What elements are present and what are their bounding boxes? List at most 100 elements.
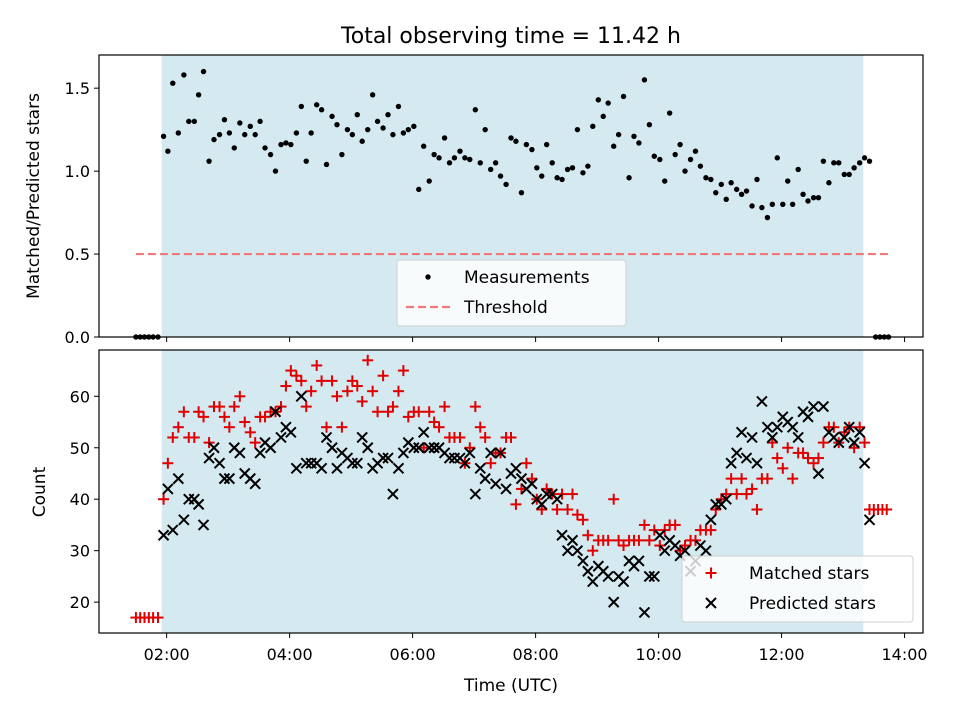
predicted-star-point xyxy=(659,544,671,557)
matched-star-point xyxy=(479,431,491,443)
measurement-point xyxy=(641,77,648,83)
predicted-star-point xyxy=(192,498,205,511)
predicted-star-point xyxy=(556,529,568,541)
matched-star-point xyxy=(587,545,599,557)
predicted-star-point xyxy=(326,442,338,454)
matched-star-point xyxy=(367,385,379,397)
predicted-star-point xyxy=(654,529,666,541)
ratio-panel-frame xyxy=(98,54,924,338)
measurement-point xyxy=(800,191,806,198)
matched-star-point xyxy=(608,493,620,505)
ratio-panel-ticks: 0.0 0.5 1.0 1.5 xyxy=(65,79,906,347)
measurement-point xyxy=(820,158,827,164)
matched-star-point xyxy=(167,431,179,443)
predicted-star-point xyxy=(234,447,246,459)
matched-star-point xyxy=(556,488,568,500)
measurement-point xyxy=(805,198,811,204)
predicted-star-point xyxy=(285,426,297,439)
predicted-star-point xyxy=(751,457,763,469)
predicted-star-point xyxy=(213,457,226,469)
matched-star-point xyxy=(679,540,691,552)
measurement-point xyxy=(774,155,780,161)
matched-star-point xyxy=(259,411,271,423)
matched-star-point xyxy=(854,421,866,433)
measurement-point xyxy=(237,120,243,126)
predicted-star-point xyxy=(577,555,589,567)
measurement-point xyxy=(815,194,822,201)
matched-star-point xyxy=(290,370,302,382)
measurement-point xyxy=(278,141,284,148)
predicted-star-point xyxy=(617,575,630,588)
legend-plus-mark xyxy=(705,567,717,579)
measurement-point xyxy=(349,131,356,138)
measurement-point xyxy=(539,173,545,179)
predicted-star-point xyxy=(254,447,266,459)
matched-star-point xyxy=(377,370,389,382)
matched-star-point xyxy=(239,416,251,428)
measurement-point xyxy=(534,165,540,171)
predicted-star-point xyxy=(551,493,563,505)
predicted-star-point xyxy=(331,462,343,475)
y-tick-label: 0.5 xyxy=(65,245,90,264)
measurement-point xyxy=(610,143,617,149)
measurement-point xyxy=(211,136,217,143)
matched-star-point xyxy=(316,375,328,387)
predicted-star-point xyxy=(377,452,389,464)
matched-star-point xyxy=(244,426,256,438)
measurement-point xyxy=(657,156,663,163)
measurement-point xyxy=(866,158,873,164)
measurement-point xyxy=(764,214,771,221)
measurement-point xyxy=(242,131,248,138)
matched-star-point xyxy=(433,421,445,433)
matched-star-point xyxy=(346,375,358,387)
predicted-star-point xyxy=(356,431,368,444)
measurement-point xyxy=(590,123,596,130)
measurement-point xyxy=(795,166,801,173)
measurement-point xyxy=(708,176,714,183)
measurement-point xyxy=(831,160,837,166)
matched-star-point xyxy=(372,406,384,418)
predicted-star-point xyxy=(756,395,768,408)
x-axis-label: Time (UTC) xyxy=(463,676,558,696)
matched-star-point xyxy=(613,534,625,546)
x-tick-label: 02:00 xyxy=(144,645,190,664)
measurement-point xyxy=(308,130,314,136)
measurement-point xyxy=(411,123,417,130)
matched-star-point xyxy=(669,519,681,531)
matched-star-point xyxy=(198,411,210,423)
predicted-star-point xyxy=(300,457,312,469)
measurement-point xyxy=(385,112,391,118)
measurement-point xyxy=(226,130,233,136)
measurement-point xyxy=(754,176,760,183)
predicted-star-point xyxy=(571,544,584,557)
measurement-point xyxy=(160,133,167,139)
matched-star-point xyxy=(618,540,630,552)
measurement-point xyxy=(195,92,202,98)
predicted-star-point xyxy=(735,426,748,439)
predicted-star-point xyxy=(858,457,871,469)
measurement-point xyxy=(503,181,509,188)
predicted-star-point xyxy=(526,478,538,490)
y-tick-label: 30 xyxy=(70,542,90,561)
predicted-star-point xyxy=(812,467,825,480)
matched-star-point xyxy=(223,421,235,433)
predicted-star-point xyxy=(408,442,420,454)
predicted-star-point xyxy=(269,406,282,418)
ratio-legend: Measurements Threshold xyxy=(396,259,627,327)
predicted-star-point xyxy=(443,452,456,464)
ratio-panel-marks xyxy=(133,68,892,340)
measurement-point xyxy=(354,112,360,118)
predicted-star-point xyxy=(223,472,236,485)
matched-star-point xyxy=(777,462,789,474)
matched-star-point xyxy=(214,401,226,413)
count-panel: 20 30 40 50 60 02:00 04:00 06:00 08:00 10:00 12:00… xyxy=(30,349,928,696)
measurement-point xyxy=(523,141,530,148)
matched-star-point xyxy=(741,488,753,500)
x-tick-label: 06:00 xyxy=(390,645,436,664)
matched-star-point xyxy=(402,411,414,423)
measurement-point xyxy=(651,153,657,159)
predicted-star-point xyxy=(843,421,855,433)
predicted-star-point xyxy=(602,570,614,583)
measurement-point xyxy=(329,113,335,120)
